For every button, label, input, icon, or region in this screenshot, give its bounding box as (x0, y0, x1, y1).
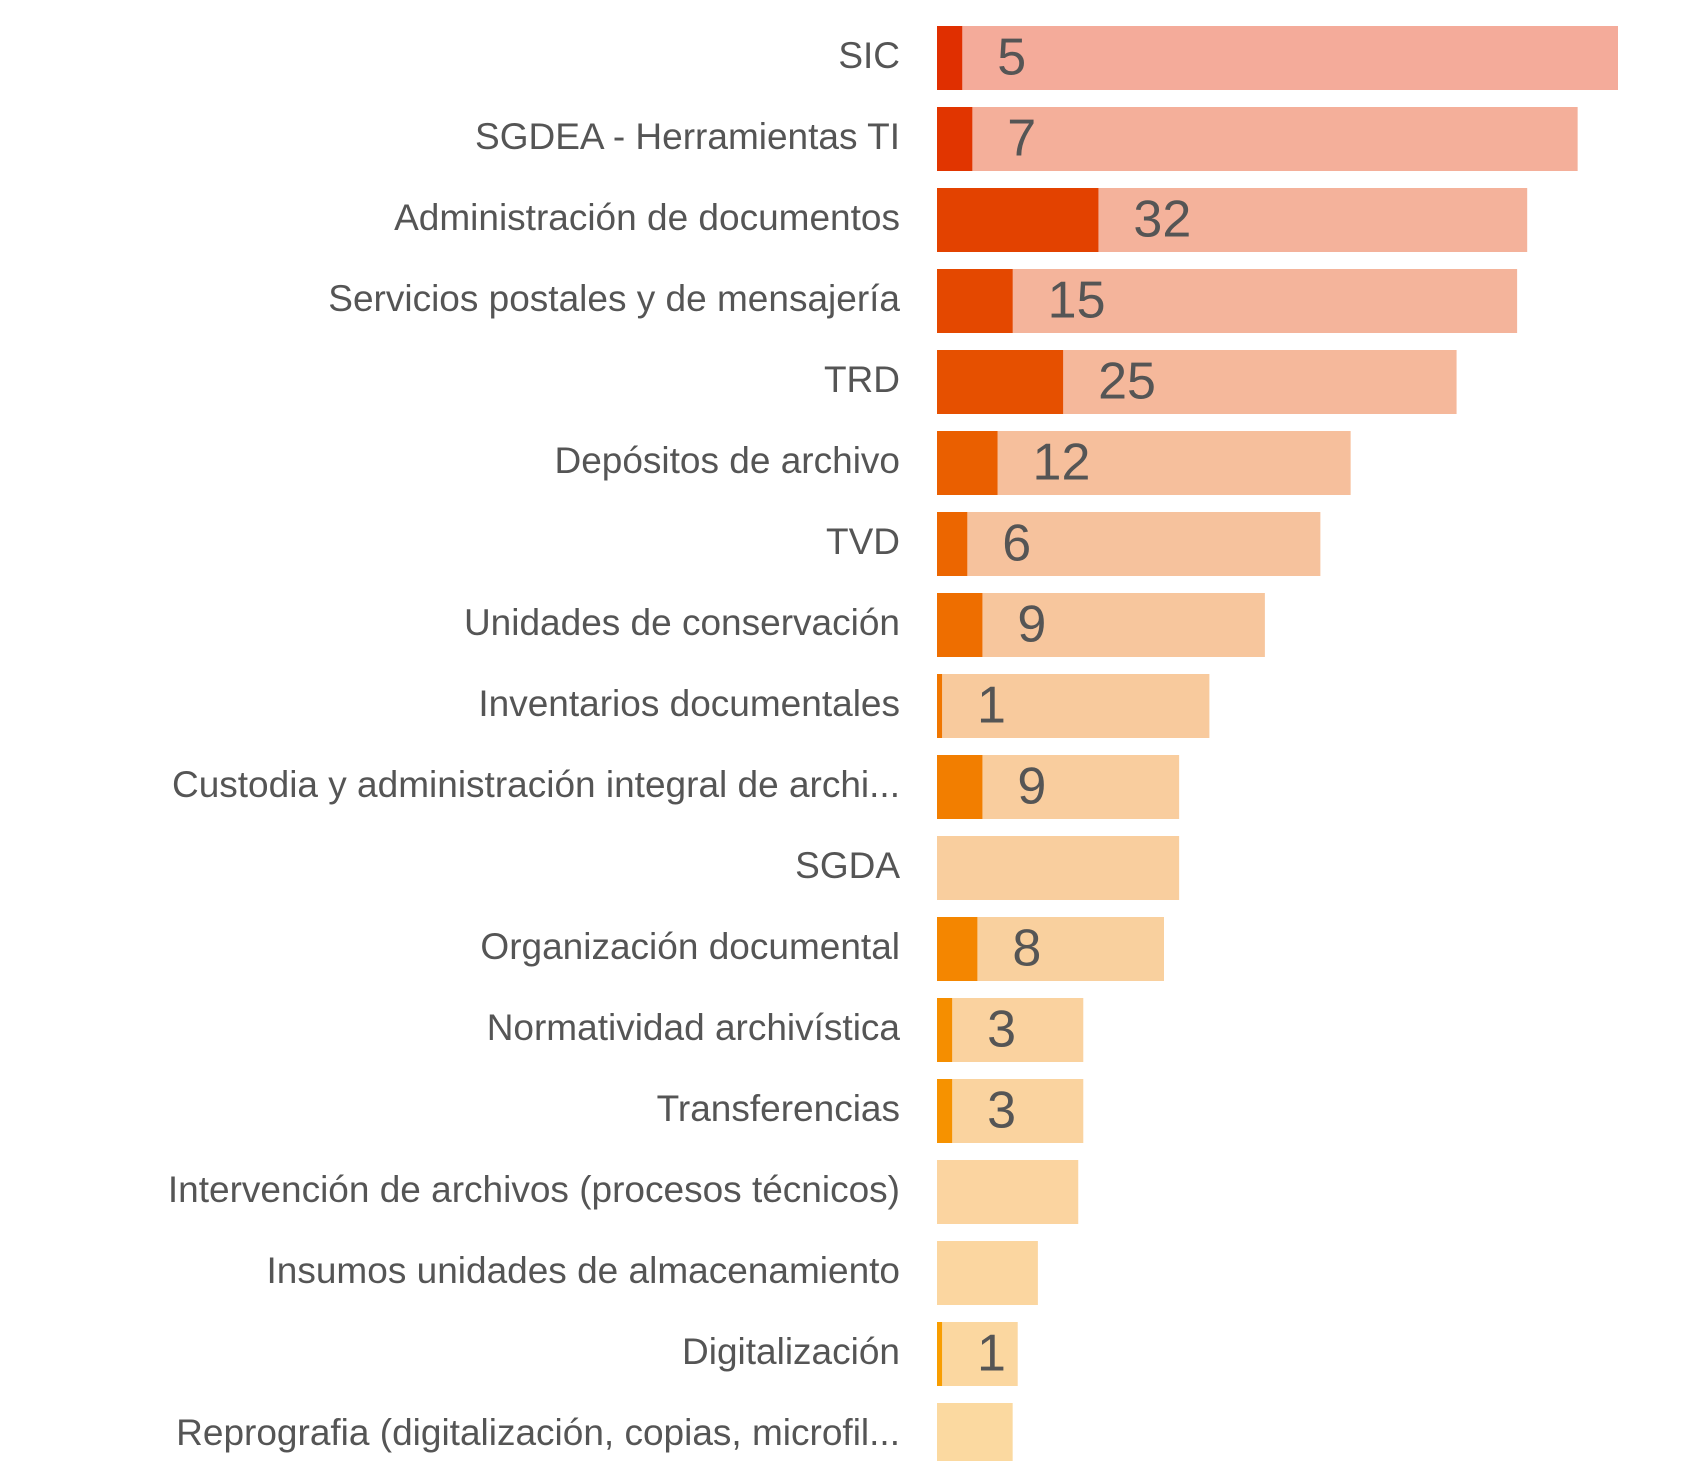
category-label: SGDEA - Herramientas TI (475, 116, 900, 157)
bar (937, 512, 1321, 576)
category-label: Insumos unidades de almacenamiento (267, 1250, 901, 1291)
category-label: Normatividad archivística (487, 1007, 901, 1048)
bar (937, 836, 1180, 900)
value-label: 3 (987, 1001, 1016, 1059)
category-label: Depósitos de archivo (554, 440, 900, 481)
bar (937, 593, 983, 657)
category-label: TVD (826, 521, 900, 562)
value-label: 1 (977, 677, 1006, 735)
category-label: Digitalización (682, 1331, 900, 1372)
bar (937, 431, 1351, 495)
value-label: 3 (987, 1082, 1016, 1140)
bar (937, 431, 998, 495)
value-label: 12 (1033, 434, 1091, 492)
category-label: Inventarios documentales (478, 683, 900, 724)
bar (937, 593, 1265, 657)
category-label: SIC (838, 35, 900, 76)
bar (937, 1160, 1079, 1224)
bar (937, 350, 1064, 414)
category-label: Intervención de archivos (procesos técni… (168, 1169, 900, 1210)
bar (937, 1322, 943, 1386)
value-label: 32 (1133, 191, 1191, 249)
category-label: Unidades de conservación (464, 602, 900, 643)
bar (937, 26, 963, 90)
value-label: 9 (1017, 596, 1046, 654)
bar (937, 107, 973, 171)
value-label: 5 (997, 29, 1026, 87)
value-label: 25 (1098, 353, 1156, 411)
category-label: Custodia y administración integral de ar… (172, 764, 900, 805)
category-label: SGDA (795, 845, 900, 886)
bar (937, 1322, 1018, 1386)
bar (937, 269, 1013, 333)
bar (937, 998, 953, 1062)
value-label: 9 (1017, 758, 1046, 816)
category-label: Transferencias (657, 1088, 900, 1129)
bar (937, 755, 983, 819)
bar (937, 107, 1578, 171)
category-label: Reprografia (digitalización, copias, mic… (176, 1412, 900, 1453)
value-label: 8 (1012, 920, 1041, 978)
bar (937, 674, 943, 738)
category-label: Servicios postales y de mensajería (328, 278, 900, 319)
value-label: 1 (977, 1325, 1006, 1383)
bar (937, 674, 1210, 738)
value-label: 15 (1048, 272, 1106, 330)
bar (937, 26, 1618, 90)
bar (937, 1241, 1038, 1305)
bar (937, 1079, 1084, 1143)
bar (937, 917, 978, 981)
category-label: Administración de documentos (394, 197, 900, 238)
value-label: 6 (1002, 515, 1031, 573)
bar (937, 1079, 953, 1143)
bar (937, 269, 1518, 333)
value-label: 7 (1007, 110, 1036, 168)
bar (937, 998, 1084, 1062)
bar (937, 1403, 1013, 1461)
bar (937, 512, 968, 576)
category-label: Organización documental (480, 926, 900, 967)
bar (937, 188, 1099, 252)
category-label: TRD (824, 359, 900, 400)
